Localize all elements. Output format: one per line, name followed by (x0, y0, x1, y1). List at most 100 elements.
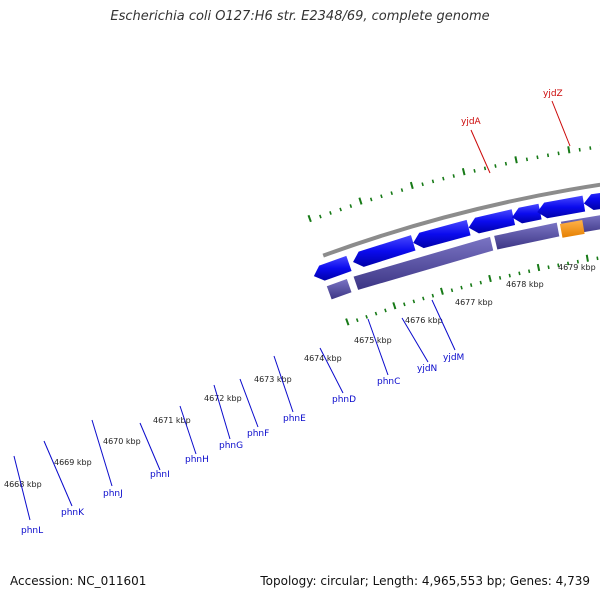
kbp-label: 4668 kbp (4, 480, 42, 489)
gene-label-phnF: phnF (247, 429, 269, 439)
tick-mark (525, 157, 529, 162)
gene-leader-line (273, 355, 294, 413)
tick-mark (483, 166, 487, 171)
tick-mark (365, 314, 368, 319)
tick-mark (400, 188, 404, 192)
tick-mark (460, 285, 463, 290)
tick-mark (450, 288, 454, 293)
reverse-gene-shadow (494, 222, 560, 250)
tick-mark (469, 283, 473, 287)
inner-tick-ring (345, 254, 599, 326)
gene-label-phnH: phnH (185, 455, 209, 465)
gene-leader-line (91, 419, 113, 487)
tick-mark (440, 287, 444, 295)
kbp-label: 4677 kbp (455, 298, 493, 307)
tick-mark (508, 273, 511, 278)
tick-mark (390, 191, 393, 196)
tick-mark (380, 194, 383, 199)
gene-label-yjdN: yjdN (417, 364, 437, 374)
gene-leader-line (13, 455, 31, 521)
tick-mark (392, 302, 397, 310)
tick-mark (536, 263, 541, 272)
tick-mark (403, 302, 406, 307)
reverse-gene-arrow (583, 192, 600, 211)
tick-mark (557, 263, 560, 268)
kbp-label: 4675 kbp (354, 336, 392, 345)
tick-mark (461, 168, 466, 176)
kbp-label: 4673 kbp (254, 375, 292, 384)
gene-label-phnL: phnL (21, 526, 43, 536)
kbp-label: 4672 kbp (204, 394, 242, 403)
tick-mark (596, 256, 599, 261)
kbp-label: 4674 kbp (304, 354, 342, 363)
tick-mark (374, 311, 378, 316)
tick-mark (576, 259, 579, 264)
tick-mark (421, 182, 424, 187)
gene-label-yjdM: yjdM (443, 353, 464, 363)
kbp-label: 4676 kbp (405, 316, 443, 325)
gene-label-yjdA: yjdA (461, 117, 482, 127)
tick-mark (442, 176, 445, 181)
gene-leader-line (213, 384, 231, 440)
tick-mark (488, 274, 492, 283)
gene-leader-line (319, 347, 344, 394)
genome-backbone (322, 182, 600, 258)
gene-leader-line (367, 318, 389, 376)
tick-mark (557, 151, 560, 156)
kbp-label: 4669 kbp (54, 458, 92, 467)
reverse-gene-arrow (353, 235, 416, 267)
tick-mark (518, 271, 521, 276)
tick-mark (494, 164, 497, 168)
tick-mark (585, 254, 589, 262)
tick-mark (473, 168, 476, 173)
genome-title: Escherichia coli O127:H6 str. E2348/69, … (110, 9, 490, 24)
gene-label-phnD: phnD (332, 395, 356, 405)
kbp-label: 4670 kbp (103, 437, 141, 446)
tick-mark (307, 214, 312, 223)
tick-mark (369, 197, 373, 202)
gene-label-phnE: phnE (283, 414, 306, 424)
reverse-gene-arrow (413, 219, 471, 249)
gene-label-phnG: phnG (219, 441, 243, 451)
tick-mark (384, 308, 387, 313)
gene-label-phnI: phnI (150, 470, 170, 480)
backbone-line (322, 182, 600, 258)
tick-mark (349, 204, 353, 208)
gene-leader-line (43, 440, 73, 507)
genome-summary-text: Topology: circular; Length: 4,965,553 bp… (260, 574, 590, 588)
gene-label-phnJ: phnJ (103, 489, 123, 499)
tick-mark (566, 261, 570, 266)
gene-leader-line (551, 100, 571, 147)
tick-mark (514, 156, 518, 164)
reverse-gene-arrow (537, 195, 586, 219)
tick-mark (409, 181, 414, 190)
reverse-gene-shadow (326, 279, 352, 300)
tick-mark (452, 174, 455, 178)
gene-track (313, 192, 600, 281)
kbp-scale-labels: 4668 kbp 4669 kbp 4670 kbp 4671 kbp 4672 kbp… (4, 263, 596, 489)
tick-mark (479, 280, 482, 285)
gene-leader-line (139, 422, 161, 471)
tick-mark (536, 155, 539, 160)
reverse-gene-arrow (313, 255, 352, 281)
reverse-gene-arrow (511, 203, 542, 224)
tick-mark (358, 197, 363, 205)
tick-mark (339, 207, 342, 212)
reverse-gene-arrow (468, 209, 516, 234)
gene-label-phnK: phnK (61, 508, 85, 518)
gene-label-phnC: phnC (377, 377, 400, 387)
tick-mark (578, 147, 581, 152)
kbp-label: 4671 kbp (153, 416, 191, 425)
gene-labels: phnL phnK phnJ phnI phnH phnG phnF phnE phnD phnC… (13, 89, 571, 536)
gene-leader-line (239, 378, 259, 428)
tick-mark (527, 269, 531, 274)
tick-mark (546, 153, 550, 158)
accession-text: Accession: NC_011601 (10, 574, 147, 588)
gene-leader-line (431, 299, 456, 351)
outer-tick-ring (307, 144, 600, 223)
kbp-label: 4679 kbp (558, 263, 596, 272)
tick-mark (412, 299, 416, 304)
gene-leader-line (179, 405, 197, 455)
tick-mark (431, 293, 435, 298)
